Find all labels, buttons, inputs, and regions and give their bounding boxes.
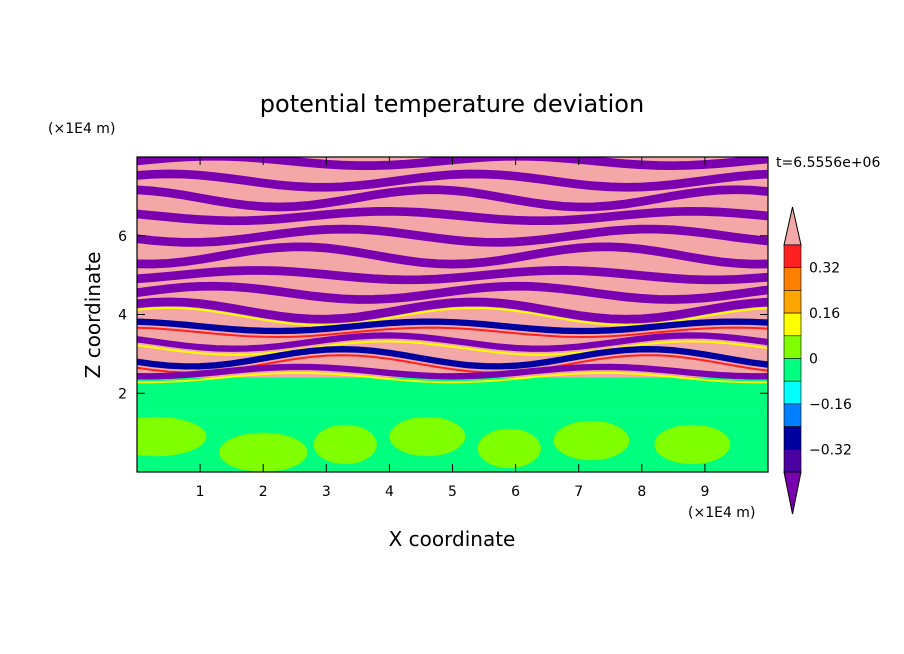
- colorbar: 0.32 0.16 0 −0.16 −0.32: [783, 206, 852, 515]
- y-tick-label: 4: [118, 308, 127, 324]
- y-axis: 2 4 6: [118, 229, 768, 402]
- field-patch: [389, 416, 466, 457]
- colorbar-swatch: [783, 335, 802, 359]
- colorbar-tick-label: 0: [809, 352, 818, 368]
- x-unit-label: (×1E4 m): [688, 505, 755, 521]
- y-tick-label: 2: [118, 386, 127, 402]
- x-tick-label: 6: [511, 484, 520, 500]
- colorbar-extend-low: [783, 471, 802, 515]
- x-tick-label: 8: [637, 484, 646, 500]
- colorbar-swatch: [783, 244, 802, 269]
- x-tick-label: 5: [448, 484, 457, 500]
- time-label: t=6.5556e+06: [776, 155, 880, 171]
- colorbar-tick-label: 0.32: [809, 261, 840, 277]
- field-contour-line: [137, 340, 768, 356]
- field-stripe: [137, 332, 768, 352]
- field-contour-line: [137, 326, 768, 339]
- chart-title: potential temperature deviation: [260, 90, 644, 118]
- field-patch: [553, 420, 630, 461]
- field-stripe: [137, 169, 768, 192]
- x-axis-label: X coordinate: [389, 527, 516, 551]
- colorbar-extend-high: [783, 206, 802, 246]
- colorbar-swatch: [783, 403, 802, 427]
- colorbar-swatch: [783, 380, 802, 405]
- field-stripe: [137, 318, 768, 335]
- field-stripe: [137, 266, 768, 285]
- field-patch: [477, 428, 541, 469]
- x-axis: 1 2 3 4 5 6 7 8 9: [196, 157, 709, 500]
- colorbar-tick-label: −0.16: [809, 397, 852, 413]
- colorbar-tick-label: 0.16: [809, 306, 840, 322]
- colorbar-swatch: [783, 267, 802, 291]
- y-axis-label: Z coordinate: [81, 252, 105, 379]
- field-stripe: [137, 281, 768, 304]
- field-stripe: [137, 297, 768, 324]
- colorbar-swatch: [783, 358, 802, 382]
- x-tick-label: 3: [322, 484, 331, 500]
- x-tick-label: 1: [196, 484, 205, 500]
- colorbar-swatch: [783, 426, 802, 450]
- colorbar-swatch: [783, 312, 802, 337]
- x-tick-label: 9: [700, 484, 709, 500]
- field-patch: [654, 424, 731, 465]
- y-tick-label: 6: [118, 229, 127, 245]
- x-tick-label: 4: [385, 484, 394, 500]
- colorbar-swatch: [783, 448, 802, 473]
- contour-field: [137, 157, 768, 472]
- field-stripe: [137, 224, 768, 247]
- field-patch: [137, 416, 207, 457]
- x-tick-label: 2: [259, 484, 268, 500]
- field-stripe: [137, 346, 768, 370]
- field-stripe: [137, 206, 768, 226]
- x-tick-label: 7: [574, 484, 583, 500]
- field-patch: [219, 432, 308, 472]
- field-contour-line: [137, 371, 768, 384]
- y-unit-label: (×1E4 m): [48, 121, 115, 137]
- field-stripe: [137, 242, 768, 269]
- field-stripe: [137, 363, 768, 380]
- colorbar-tick-label: −0.32: [809, 442, 852, 458]
- field-stripe: [137, 185, 768, 212]
- colorbar-swatch: [783, 290, 802, 314]
- field-band: [137, 377, 768, 413]
- field-patch: [313, 424, 377, 465]
